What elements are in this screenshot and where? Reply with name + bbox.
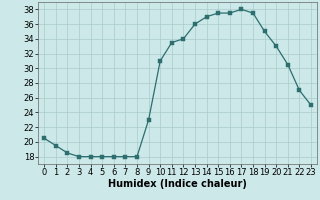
X-axis label: Humidex (Indice chaleur): Humidex (Indice chaleur) [108,179,247,189]
